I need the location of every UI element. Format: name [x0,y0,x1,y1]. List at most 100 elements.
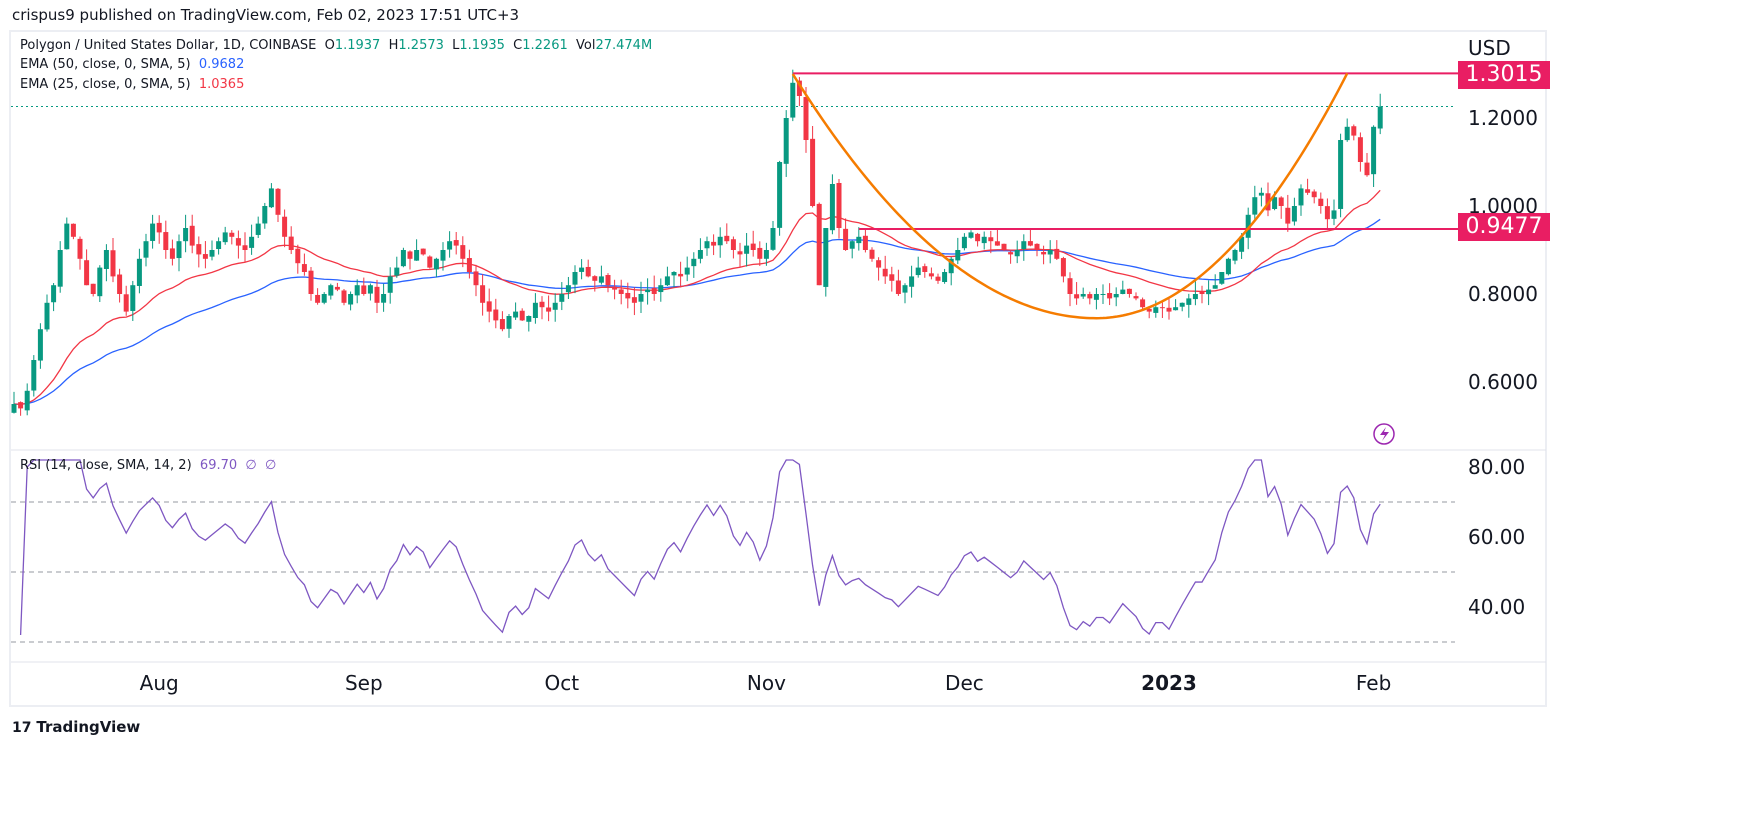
candle-body [1008,252,1014,255]
candle-body [579,267,585,272]
candle [282,209,288,248]
candle-body [315,294,321,303]
candle-body [295,248,301,264]
candle [229,230,235,245]
candle-body [143,241,149,258]
candle [57,241,63,293]
candle-body [1212,285,1218,289]
candle [268,183,274,209]
candle-body [1159,307,1165,309]
candle [255,216,261,239]
candle [968,230,974,239]
candle [942,268,948,284]
candle [605,273,611,293]
candle [136,248,142,294]
tradingview-logo[interactable]: 𝟭𝟳 TradingView [12,718,141,736]
candle-body [1087,294,1093,299]
candle-body [1014,250,1020,257]
candle-body [367,285,373,294]
candle [869,247,875,262]
candle-body [532,302,538,319]
candle-body [1140,299,1146,308]
candle-body [1377,106,1383,129]
candle-body [585,266,591,277]
lightning-icon-bolt [1380,427,1389,441]
candle-body [592,276,598,281]
candle [486,288,492,323]
open-label: O [324,38,335,53]
candle [889,266,895,292]
candle [810,125,816,208]
candle-body [123,294,129,312]
candle [328,283,334,300]
candle [975,232,981,247]
candle [882,255,888,284]
candle-body [1371,126,1377,175]
ema25-legend[interactable]: EMA (25, close, 0, SMA, 5) 1.0365 [20,77,244,92]
candle [374,279,380,314]
candle-body [209,250,215,257]
candle [1324,198,1330,231]
rsi-tick-label: 80.00 [1468,455,1525,479]
candle [242,232,248,263]
candle-body [651,288,657,294]
candle [1080,287,1086,299]
cup-curve [791,72,1349,320]
candle-body [796,80,802,96]
candle-body [1258,192,1264,196]
candle [783,110,789,177]
candle-body [130,285,136,311]
candle-body [711,241,717,246]
candle-body [935,276,941,281]
candle-body [1186,298,1192,305]
candle-body [18,402,24,409]
candle-body [1331,210,1337,219]
candle [618,279,624,305]
candle [183,214,189,253]
candle [750,230,756,257]
candle-body [282,216,288,237]
ema50-label: EMA (50, close, 0, SMA, 5) [20,57,191,72]
candle [473,264,479,297]
candle [1074,282,1080,305]
candle [1027,229,1033,247]
candle-body [1166,307,1172,312]
candle-body [704,241,710,249]
candle [678,261,684,288]
candle [407,250,413,270]
candle-body [1318,198,1324,206]
candle-body [691,258,697,267]
candle [381,283,387,312]
candle-body [678,273,684,277]
candle-body [1153,307,1159,313]
candle [579,259,585,280]
candle-body [1067,278,1073,294]
candle-body [136,258,142,286]
candle-body [1239,236,1245,252]
candle-body [110,250,116,277]
candle [1054,240,1060,261]
candle [1199,285,1205,304]
candle [1338,133,1344,218]
candle [1186,293,1192,318]
time-tick-label: Feb [1356,671,1391,695]
candle-body [1311,191,1317,198]
candle-body [1146,308,1152,312]
candle-body [255,223,261,235]
candle-body [1107,293,1113,299]
rsi-legend[interactable]: RSI (14, close, SMA, 14, 2) 69.70 ∅ ∅ [20,458,276,473]
candle [288,226,294,255]
candle-body [909,276,915,287]
symbol-name: Polygon / United States Dollar, 1D, COIN… [20,38,317,53]
candle-body [671,272,677,276]
candle [130,280,136,322]
candle [902,283,908,304]
ema50-legend[interactable]: EMA (50, close, 0, SMA, 5) 0.9682 [20,57,244,72]
candle [216,237,222,255]
candle [724,223,730,244]
candle [308,266,314,301]
candle-body [1351,126,1357,136]
candle [1258,187,1264,207]
candle [638,281,644,313]
